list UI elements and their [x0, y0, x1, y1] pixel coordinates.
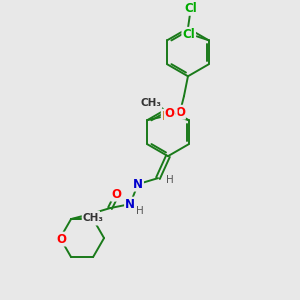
Text: N: N	[133, 178, 143, 190]
Text: CH₃: CH₃	[140, 98, 161, 108]
Text: Cl: Cl	[182, 28, 195, 41]
Text: CH₃: CH₃	[82, 213, 103, 223]
Text: H: H	[136, 206, 144, 216]
Text: O: O	[165, 107, 175, 120]
Text: H: H	[166, 175, 174, 185]
Text: O: O	[111, 188, 121, 201]
Text: O: O	[56, 232, 66, 246]
Text: Br: Br	[162, 110, 177, 123]
Text: O: O	[89, 212, 99, 224]
Text: N: N	[125, 198, 135, 211]
Text: O: O	[175, 106, 185, 119]
Text: Cl: Cl	[184, 2, 197, 15]
